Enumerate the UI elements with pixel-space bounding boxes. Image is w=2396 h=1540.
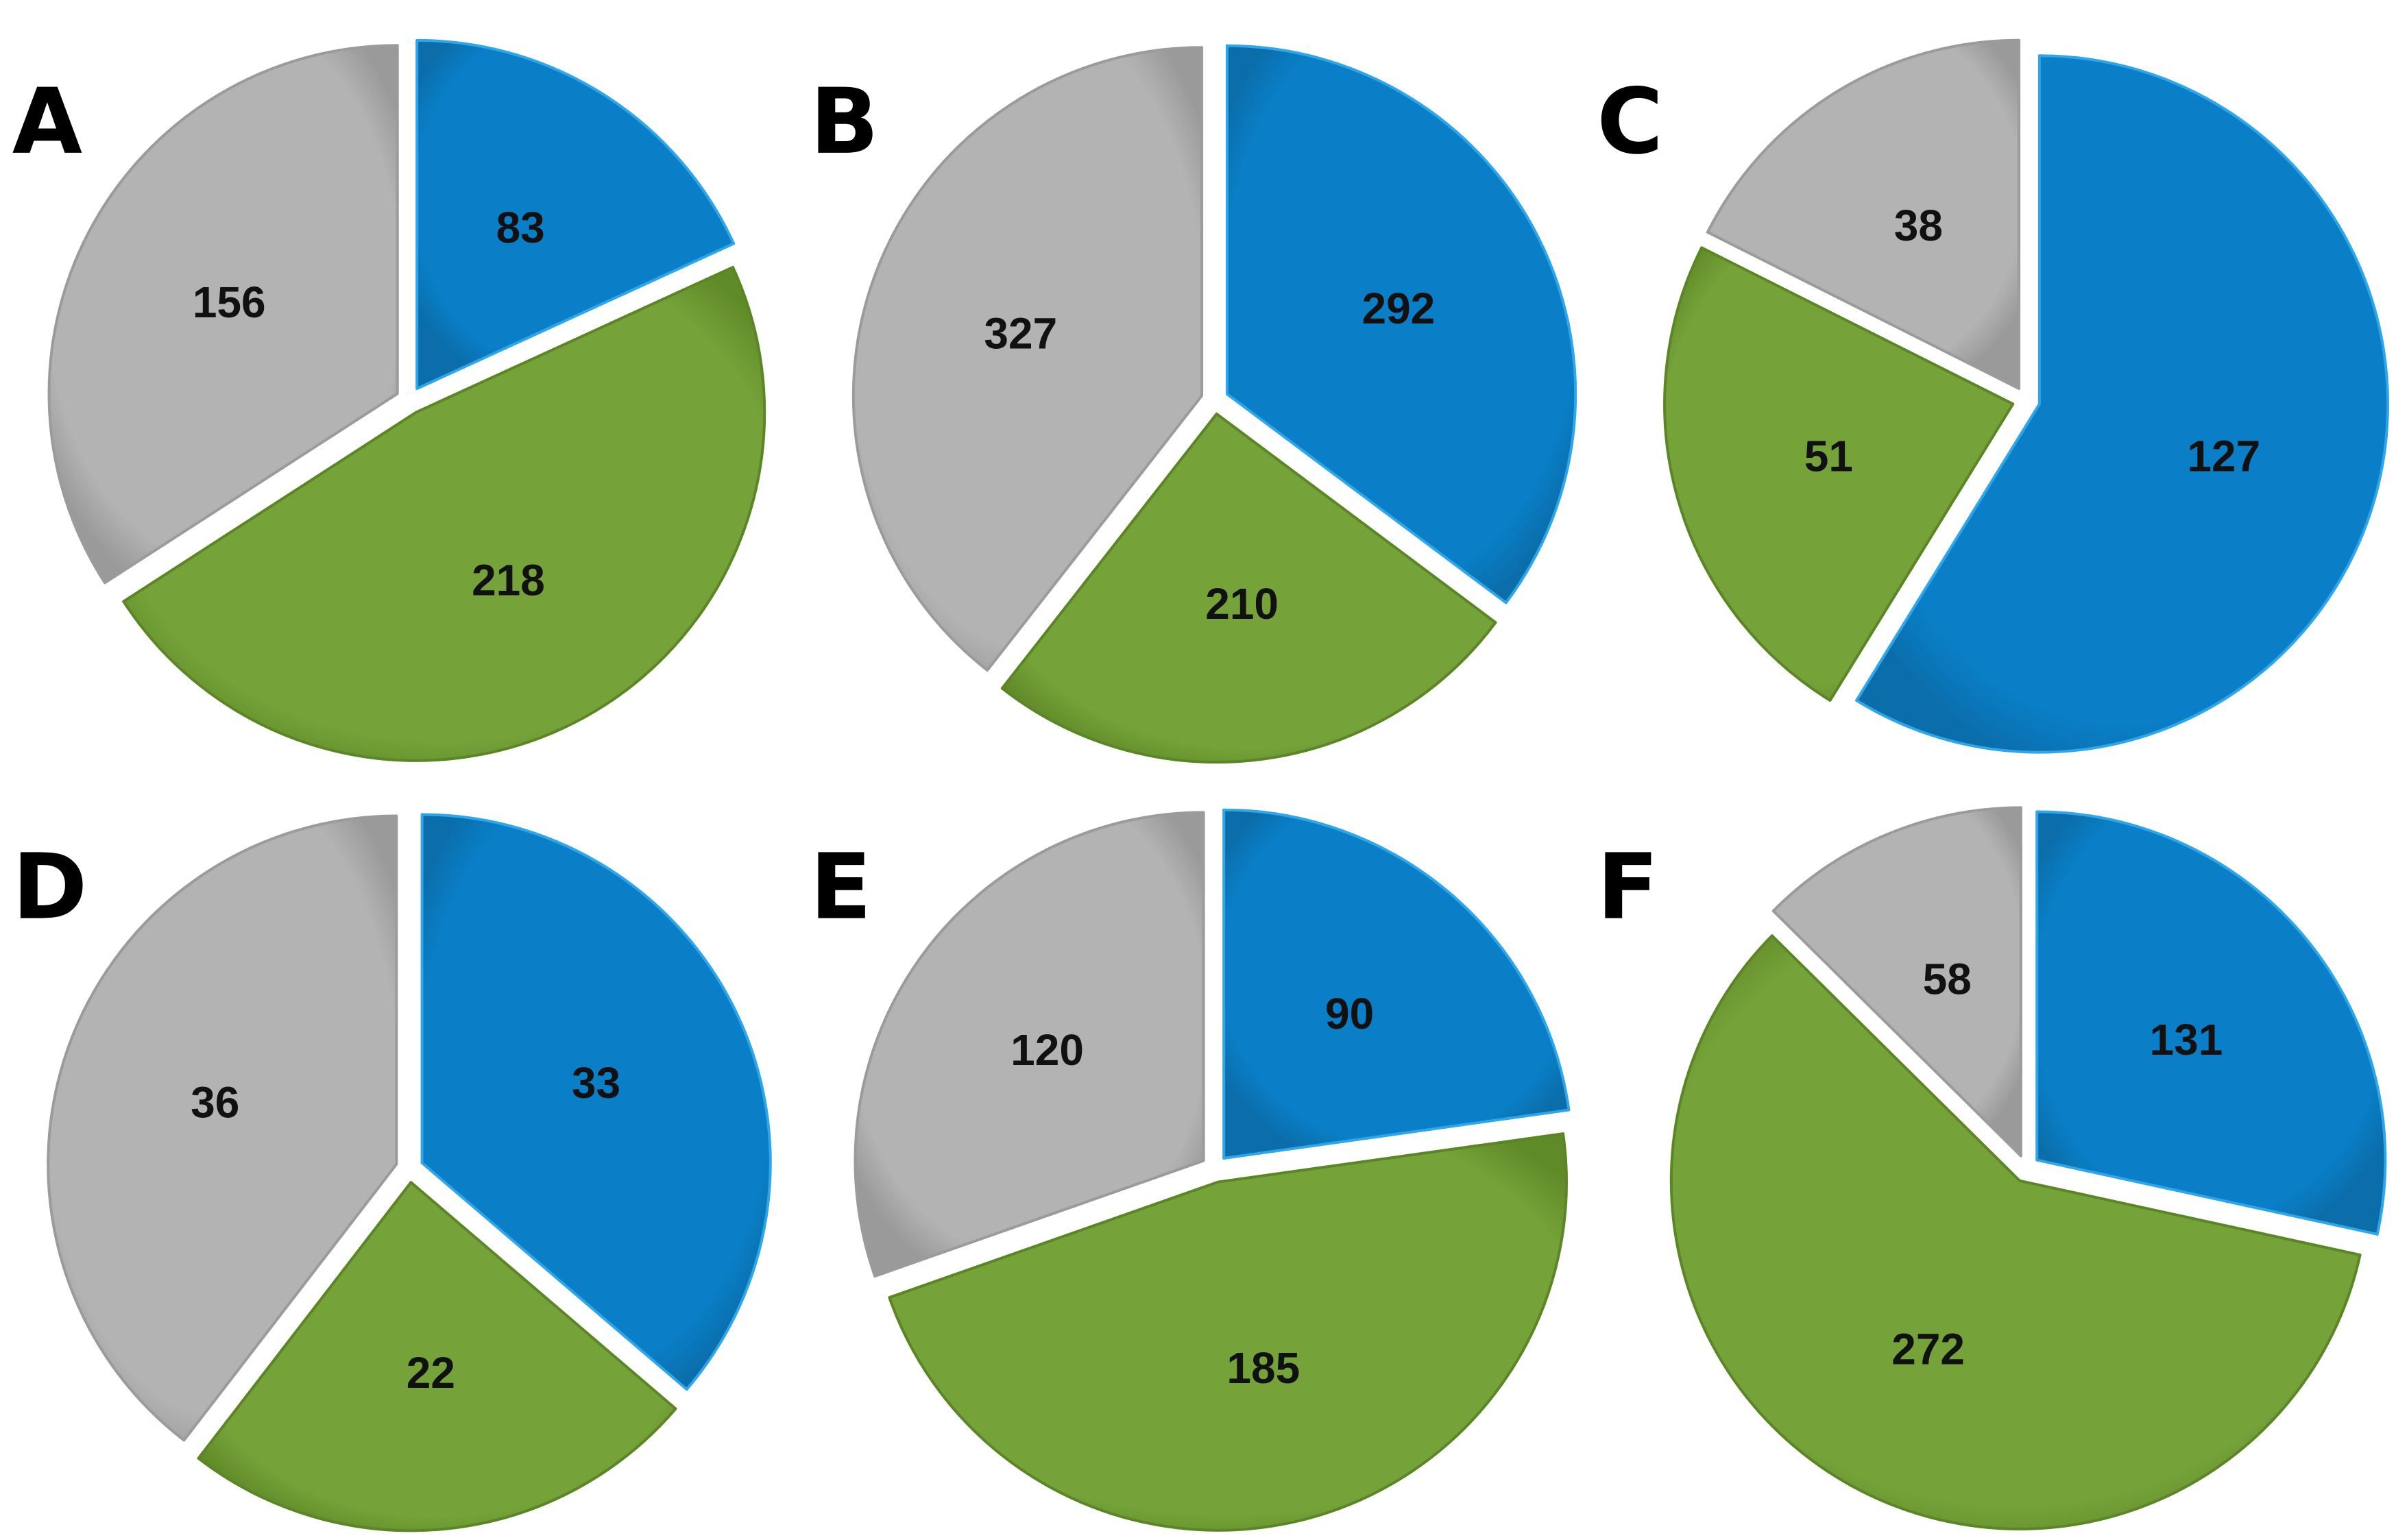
panel-letter-f: F bbox=[1597, 835, 1658, 940]
slice-label-gray: 120 bbox=[1011, 1025, 1084, 1075]
pie-slice-green bbox=[122, 265, 766, 762]
pie-panel-e: E 90 185 120 bbox=[810, 808, 1571, 1532]
slice-label-gray: 327 bbox=[984, 308, 1057, 358]
slice-label-blue: 127 bbox=[2187, 432, 2260, 481]
slice-label-gray: 156 bbox=[193, 278, 266, 327]
pie-slice-gray bbox=[1706, 38, 2021, 390]
slice-label-green: 210 bbox=[1205, 579, 1279, 628]
pie-slice-blue bbox=[1855, 54, 2390, 754]
pie-slice-green bbox=[1663, 246, 2015, 702]
pie-slice-blue bbox=[415, 38, 736, 391]
pie-slice-green bbox=[1669, 934, 2362, 1530]
pie-slice-gray bbox=[47, 44, 399, 585]
pie-slice-blue bbox=[420, 813, 772, 1391]
pie-slice-gray bbox=[854, 811, 1205, 1278]
slice-label-blue: 83 bbox=[496, 203, 545, 252]
pie-slice-green bbox=[888, 1132, 1568, 1532]
panel-letter-a: A bbox=[12, 69, 82, 175]
pie-panel-c: C 127 51 38 bbox=[1597, 38, 2390, 754]
slice-label-green: 22 bbox=[407, 1348, 455, 1397]
pie-slice-blue bbox=[1222, 808, 1571, 1160]
slice-label-blue: 292 bbox=[1362, 284, 1435, 333]
slice-label-gray: 38 bbox=[1894, 201, 1943, 250]
panel-letter-b: B bbox=[810, 69, 879, 175]
slice-label-green: 51 bbox=[1804, 432, 1853, 481]
slice-label-green: 272 bbox=[1891, 1324, 1965, 1373]
slice-label-green: 185 bbox=[1226, 1343, 1300, 1393]
slice-label-blue: 90 bbox=[1325, 989, 1374, 1038]
pie-panel-b: B 292 210 327 bbox=[810, 44, 1577, 764]
panel-letter-c: C bbox=[1597, 69, 1663, 175]
slice-label-blue: 131 bbox=[2150, 1015, 2223, 1064]
pie-panel-f: F 131 272 58 bbox=[1597, 806, 2387, 1530]
slice-label-green: 218 bbox=[472, 556, 545, 605]
pie-panel-d: D 33 22 36 bbox=[12, 813, 772, 1532]
slice-label-blue: 33 bbox=[572, 1058, 620, 1108]
pie-panel-a: A 83 218 156 bbox=[12, 38, 766, 762]
pie-slice-blue bbox=[1225, 44, 1577, 604]
panel-letter-d: D bbox=[12, 835, 88, 940]
pie-slice-green bbox=[197, 1181, 677, 1532]
slice-label-gray: 58 bbox=[1923, 955, 1972, 1004]
pie-slice-gray bbox=[47, 814, 398, 1442]
panel-letter-e: E bbox=[810, 835, 871, 940]
pie-slice-gray bbox=[851, 46, 1204, 672]
pie-slice-blue bbox=[2035, 810, 2387, 1236]
pie-slice-green bbox=[1000, 412, 1497, 764]
pie-slice-gray bbox=[1771, 806, 2022, 1158]
slice-label-gray: 36 bbox=[191, 1078, 239, 1127]
